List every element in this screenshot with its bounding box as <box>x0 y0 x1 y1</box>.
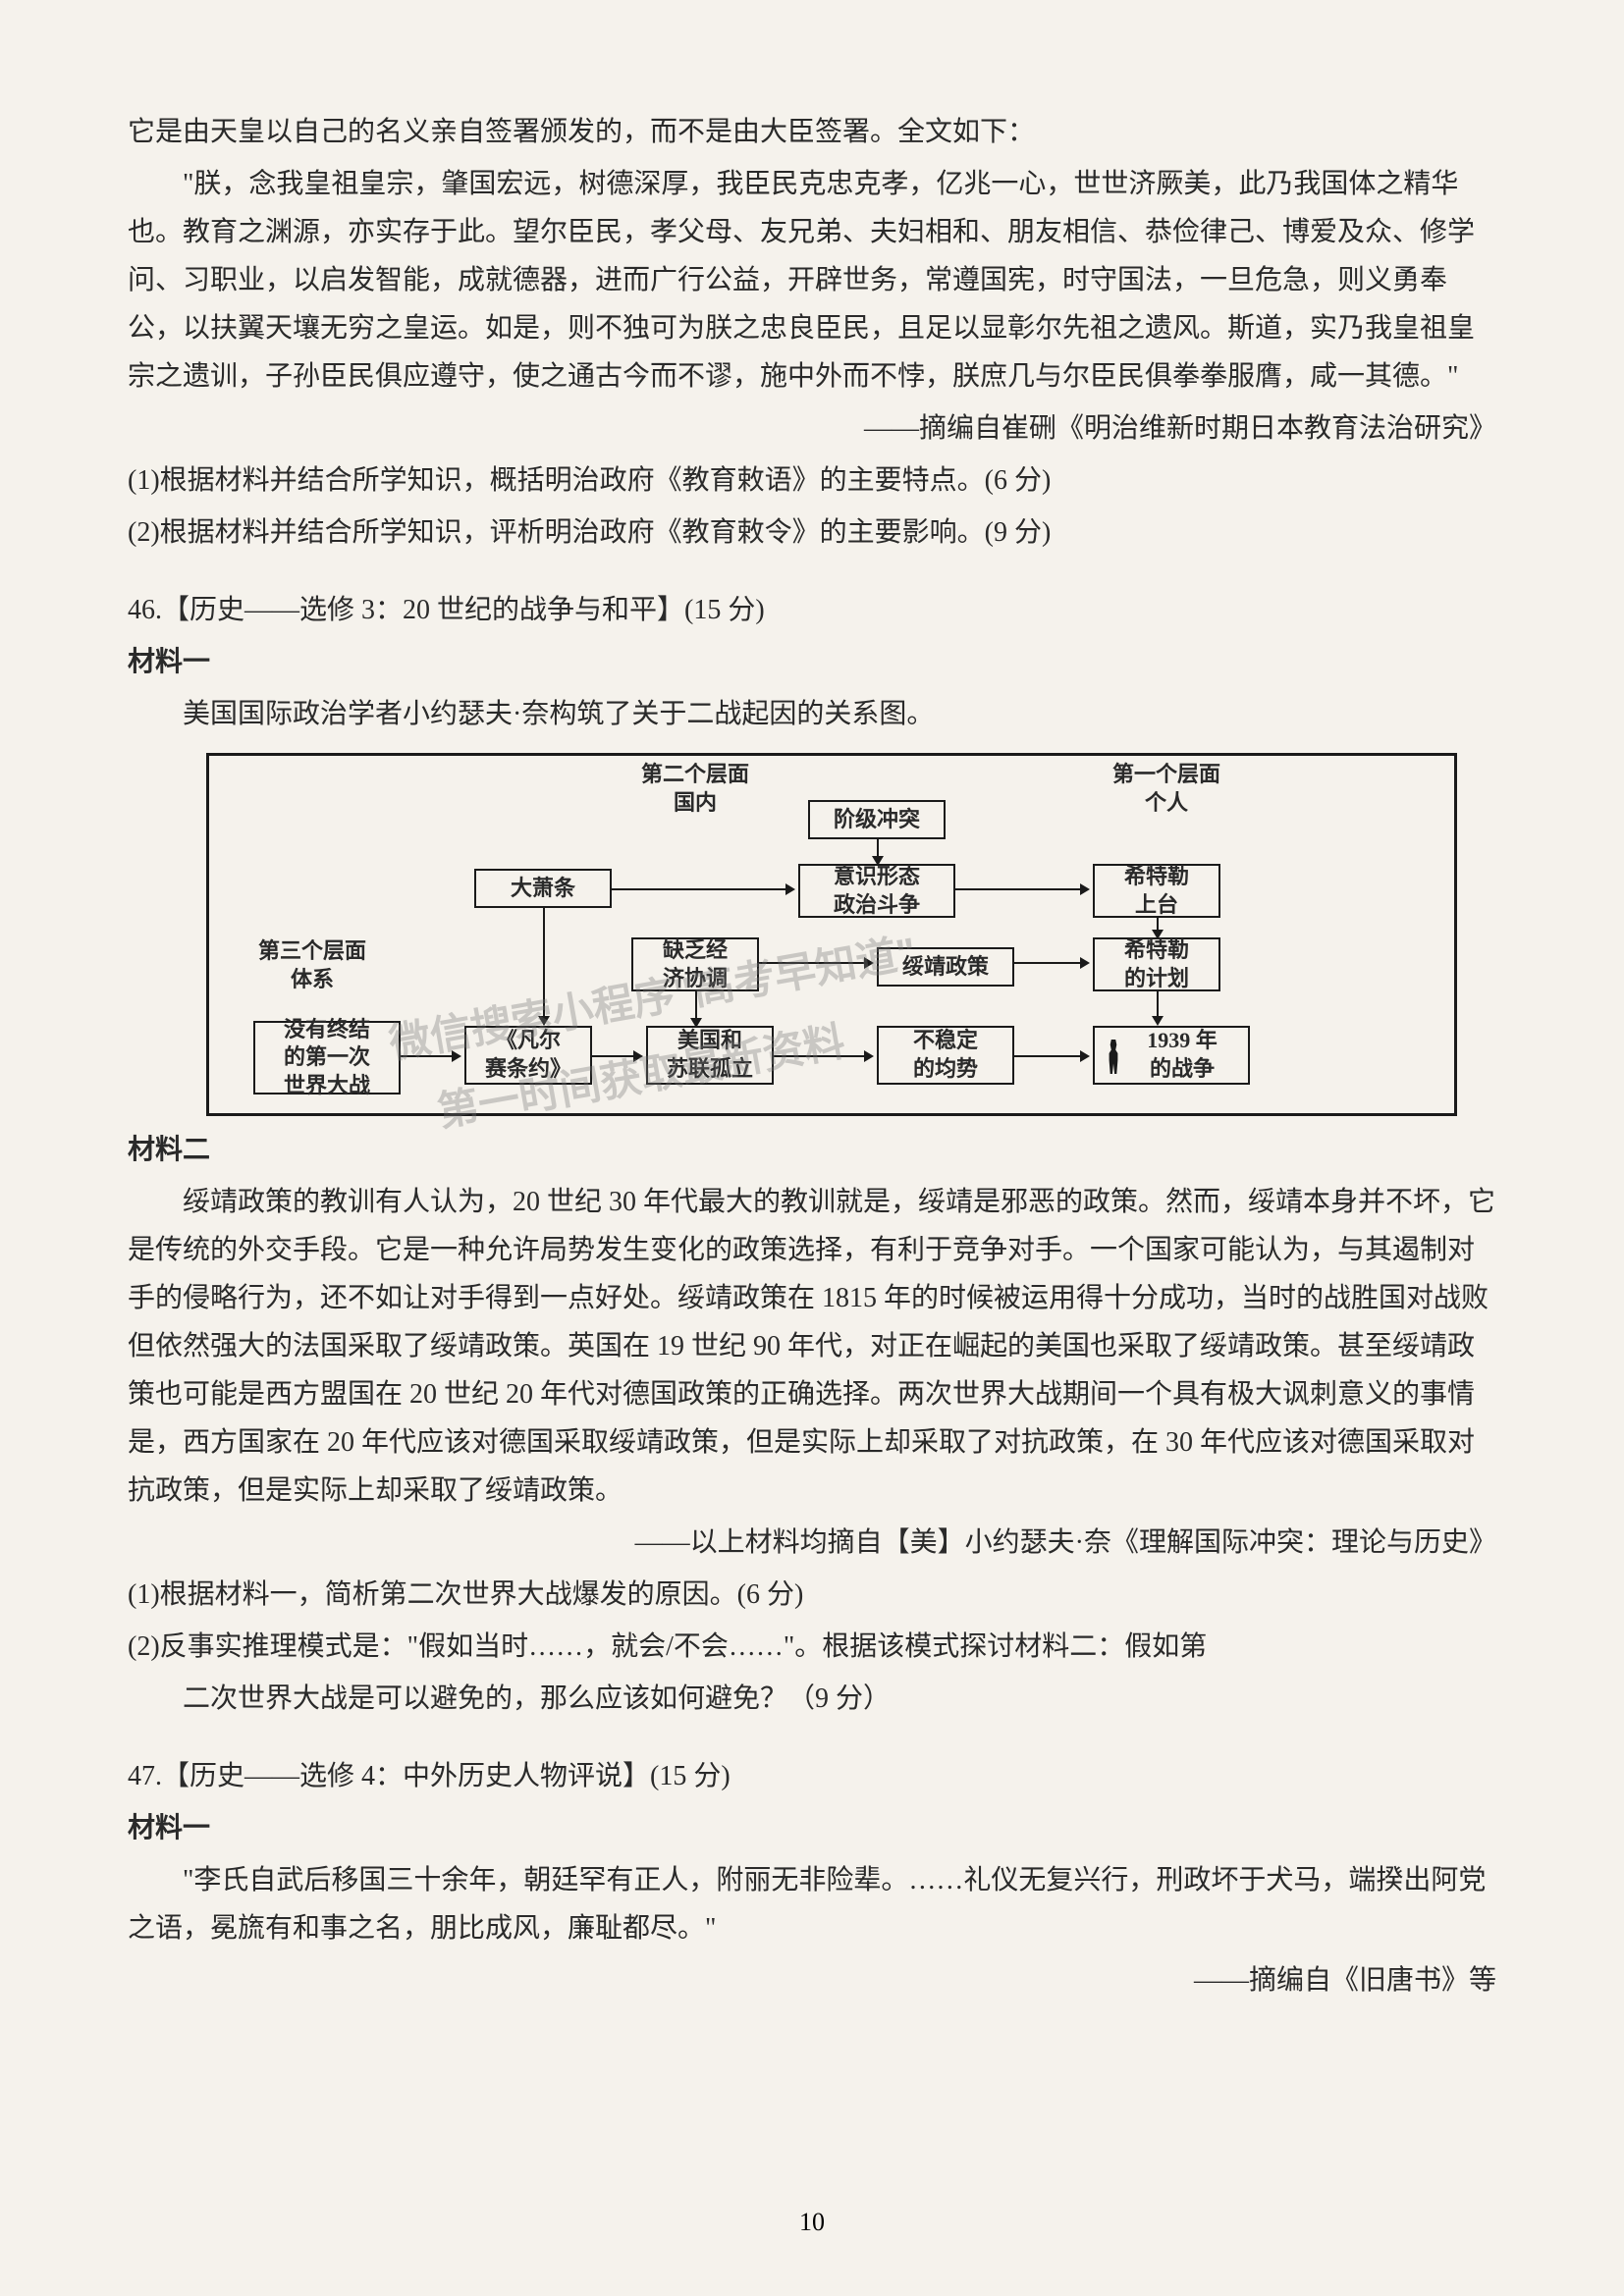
hitler-plan-box: 希特勒 的计划 <box>1093 937 1220 991</box>
page-number: 10 <box>799 2208 825 2237</box>
material-2-label: 材料二 <box>128 1126 1496 1174</box>
material-1-label: 材料一 <box>128 638 1496 686</box>
arrow <box>695 991 697 1026</box>
hitler-rise-box: 希特勒 上台 <box>1093 864 1220 918</box>
arrow <box>1014 962 1088 964</box>
source-2: ——以上材料均摘自【美】小约瑟夫·奈《理解国际冲突：理论与历史》 <box>128 1519 1496 1567</box>
section-47-title: 47.【历史——选修 4：中外历史人物评说】(15 分) <box>128 1752 1496 1800</box>
source-1: ——摘编自崔硎《明治维新时期日本教育法治研究》 <box>128 404 1496 453</box>
arrow <box>1014 1055 1088 1057</box>
ww1-box: 没有终结 的第一次 世界大战 <box>253 1021 401 1095</box>
depression-box: 大萧条 <box>474 869 612 908</box>
material-2-text: 绥靖政策的教训有人认为，20 世纪 30 年代最大的教训就是，绥靖是邪恶的政策。… <box>128 1178 1496 1515</box>
material-1-intro: 美国国际政治学者小约瑟夫·奈构筑了关于二战起因的关系图。 <box>128 690 1496 738</box>
arrow <box>543 908 545 1024</box>
quote-text: "朕，念我皇祖皇宗，肇国宏远，树德深厚，我臣民克忠克孝，亿兆一心，世世济厥美，此… <box>128 160 1496 400</box>
appeasement-box: 绥靖政策 <box>877 947 1014 987</box>
diagram-container: 第二个层面 国内 第一个层面 个人 阶级冲突 大萧条 意识形态 政治斗争 希特勒… <box>206 753 1457 1116</box>
arrow <box>592 1055 641 1057</box>
section-46-title: 46.【历史——选修 3：20 世纪的战争与和平】(15 分) <box>128 586 1496 634</box>
intro-text: 它是由天皇以自己的名义亲自签署颁发的，而不是由大臣签署。全文如下： <box>128 108 1496 156</box>
arrow <box>1157 918 1159 937</box>
question-2-2b: 二次世界大战是可以避免的，那么应该如何避免？（9 分） <box>128 1675 1496 1723</box>
arrow <box>1157 991 1159 1024</box>
versailles-box: 《凡尔 赛条约》 <box>464 1026 592 1085</box>
class-conflict-box: 阶级冲突 <box>808 800 946 839</box>
ideology-box: 意识形态 政治斗争 <box>798 864 955 918</box>
question-2-1: (1)根据材料一，简析第二次世界大战爆发的原因。(6 分) <box>128 1571 1496 1619</box>
layer3-label: 第三个层面 体系 <box>258 937 366 993</box>
question-1-2: (2)根据材料并结合所学知识，评析明治政府《教育敕令》的主要影响。(9 分) <box>128 508 1496 557</box>
arrow <box>877 839 879 864</box>
arrow <box>759 962 872 964</box>
arrow <box>955 888 1088 890</box>
econ-lack-box: 缺乏经 济协调 <box>631 937 759 991</box>
question-1-1: (1)根据材料并结合所学知识，概括明治政府《教育敕语》的主要特点。(6 分) <box>128 456 1496 505</box>
arrow <box>612 888 793 890</box>
question-2-2a: (2)反事实推理模式是："假如当时……，就会/不会……"。根据该模式探讨材料二：… <box>128 1623 1496 1671</box>
source-3: ——摘编自《旧唐书》等 <box>128 1956 1496 2004</box>
material-47-label: 材料一 <box>128 1804 1496 1852</box>
material-47-text: "李氏自武后移国三十余年，朝廷罕有正人，附丽无非险辈。……礼仪无复兴行，刑政坏于… <box>128 1856 1496 1952</box>
layer1-label: 第一个层面 个人 <box>1112 761 1220 817</box>
war-1939-box: 1939 年 的战争 <box>1093 1026 1250 1085</box>
unstable-box: 不稳定 的均势 <box>877 1026 1014 1085</box>
war-1939-text: 1939 年 的战争 <box>1147 1027 1218 1083</box>
arrow <box>774 1055 872 1057</box>
soldier-icon <box>1103 1040 1124 1074</box>
arrow <box>401 1055 460 1057</box>
us-soviet-box: 美国和 苏联孤立 <box>646 1026 774 1085</box>
layer2-label: 第二个层面 国内 <box>641 761 749 817</box>
